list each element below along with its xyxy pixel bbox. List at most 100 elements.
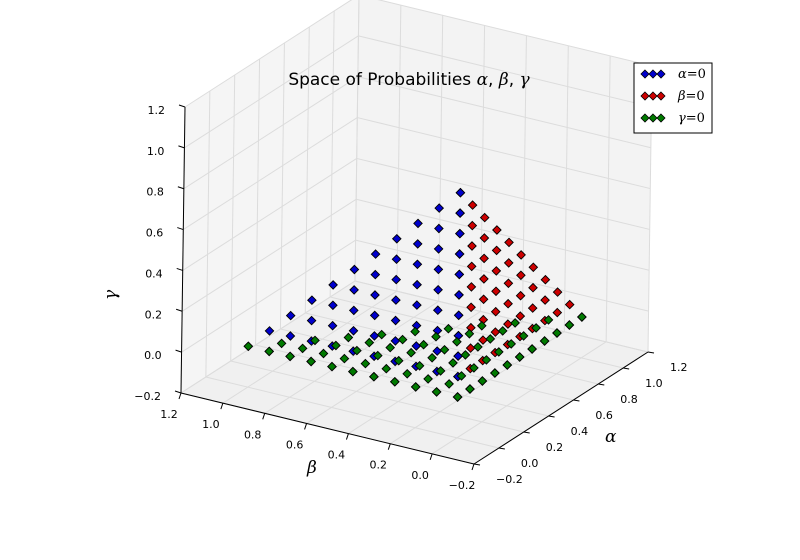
x-tick xyxy=(473,463,481,466)
data-point xyxy=(431,331,441,342)
x-tick xyxy=(598,383,605,386)
x-tick-label: −0.2 xyxy=(496,473,523,486)
z-tick-label: 0.2 xyxy=(145,308,163,321)
x-tick-label: 0.8 xyxy=(620,393,638,406)
z-tick xyxy=(178,104,186,108)
data-point xyxy=(433,244,444,254)
legend-eq: =0 xyxy=(686,111,705,126)
grid-line xyxy=(304,26,310,314)
data-point xyxy=(479,212,490,223)
grid-line xyxy=(205,90,211,378)
data-point xyxy=(466,302,476,313)
grid-line xyxy=(480,25,486,312)
x-axis-label: α xyxy=(605,427,617,447)
z-tick-label: 0.4 xyxy=(145,267,163,280)
z-tick-label: −0.2 xyxy=(134,390,161,403)
data-point xyxy=(423,374,433,384)
legend-marker xyxy=(640,69,650,79)
data-point xyxy=(456,371,467,381)
data-point xyxy=(306,315,317,326)
data-point xyxy=(502,360,513,370)
y-tick xyxy=(178,392,182,400)
data-point xyxy=(476,320,487,331)
legend-label: β=0 xyxy=(677,89,705,104)
data-point xyxy=(412,300,422,310)
data-point xyxy=(393,355,404,366)
legend-var: γ xyxy=(678,111,686,126)
grid-line xyxy=(330,296,624,369)
data-point xyxy=(343,332,354,343)
grid-line xyxy=(396,5,402,292)
data-point xyxy=(285,331,296,341)
y-tick xyxy=(471,463,475,471)
z-axis-line xyxy=(180,106,186,394)
z-tick-label: 0.6 xyxy=(146,227,164,240)
data-point xyxy=(412,239,423,249)
data-point xyxy=(478,294,489,305)
legend-var: β xyxy=(677,89,686,104)
grid-line xyxy=(280,328,574,401)
x-tick-label: 1.0 xyxy=(645,377,663,390)
grid-line xyxy=(356,198,650,271)
z-tick xyxy=(177,227,184,231)
y-tick xyxy=(304,423,308,430)
data-point xyxy=(376,329,387,340)
data-point xyxy=(444,379,454,389)
data-point xyxy=(370,269,381,280)
x-tick-label: 0.6 xyxy=(595,409,613,422)
data-point xyxy=(285,310,296,321)
y-tick-label: 0.4 xyxy=(328,449,346,462)
y-tick xyxy=(429,453,433,461)
data-point xyxy=(348,366,358,377)
data-point xyxy=(381,363,392,374)
data-point xyxy=(543,315,554,325)
data-point xyxy=(370,249,381,259)
data-point xyxy=(285,351,295,362)
z-tick-label: 0.8 xyxy=(146,186,164,199)
data-point xyxy=(503,278,514,289)
data-point xyxy=(402,368,413,379)
grid-line xyxy=(255,344,549,417)
z-tick xyxy=(178,145,185,149)
data-point xyxy=(310,335,320,346)
x-tick-label: 0.2 xyxy=(546,441,564,454)
z-tick-label: 1.2 xyxy=(148,104,166,117)
data-point xyxy=(307,295,317,306)
side-pane xyxy=(355,0,652,352)
grid-line xyxy=(230,360,524,433)
data-point xyxy=(455,208,465,218)
legend-marker xyxy=(640,113,650,123)
data-point xyxy=(510,318,520,328)
data-point xyxy=(360,358,371,369)
data-point xyxy=(466,282,477,292)
data-point xyxy=(540,295,550,305)
grid-line xyxy=(183,117,358,230)
z-tick xyxy=(175,308,183,312)
data-point xyxy=(467,241,477,251)
data-point xyxy=(469,363,479,373)
data-point xyxy=(348,325,359,336)
x-tick xyxy=(498,447,505,450)
legend-eq: =0 xyxy=(686,89,705,104)
data-point xyxy=(318,348,329,359)
data-point xyxy=(306,356,316,367)
data-point xyxy=(467,220,478,231)
data-point xyxy=(454,290,464,300)
data-point xyxy=(464,328,475,339)
data-point xyxy=(479,274,489,284)
data-point xyxy=(527,303,538,313)
data-point xyxy=(564,320,575,330)
y-tick-label: 1.0 xyxy=(202,418,220,431)
title-symbol: γ xyxy=(520,70,531,90)
grid-line xyxy=(358,35,652,108)
data-point xyxy=(435,366,446,376)
y-tick-label: −0.2 xyxy=(449,479,476,492)
y-tick xyxy=(262,413,266,420)
data-point xyxy=(348,305,359,316)
data-point xyxy=(327,320,338,331)
y-tick-label: 0.6 xyxy=(286,438,304,451)
z-tick xyxy=(177,186,185,190)
data-point xyxy=(454,249,465,259)
grid-line xyxy=(357,76,651,149)
